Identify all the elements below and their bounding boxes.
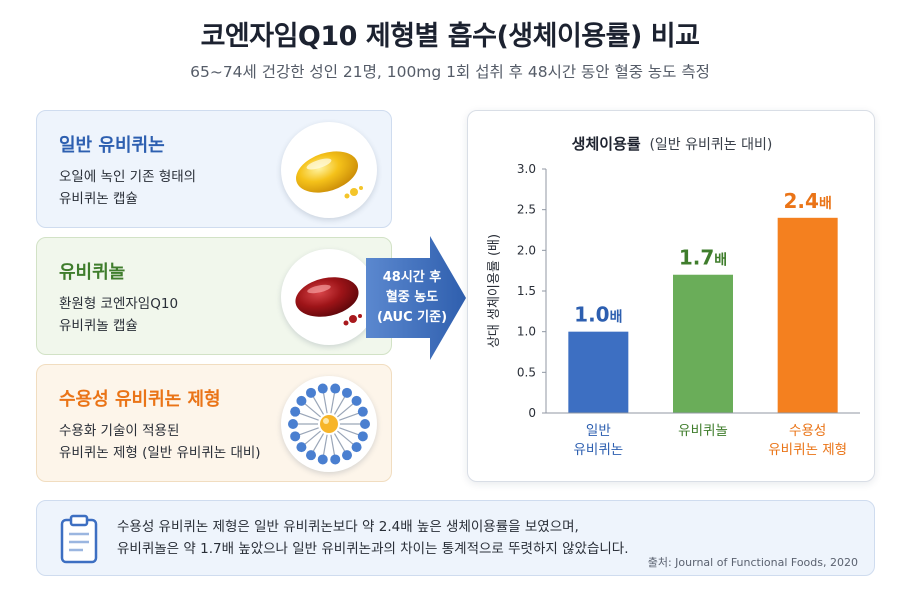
bar [673, 274, 733, 413]
arrow-label-line: 48시간 후 [382, 270, 442, 285]
micelle-icon [281, 376, 377, 472]
chart-panel: 생체이용률 (일반 유비퀴논 대비) 상대 생체이용률 (배) 0 0.5 1.0 1… [467, 110, 875, 482]
chart-title: 생체이용률 (일반 유비퀴논 대비) [572, 135, 773, 153]
bar [568, 331, 629, 413]
source-citation: 출처: Journal of Functional Foods, 2020 [647, 556, 858, 569]
card-description: 오일에 녹인 기존 형태의 유비퀴논 캡슐 [59, 166, 259, 210]
note-line: 수용성 유비퀴논 제형은 일반 유비퀴논보다 약 2.4배 높은 생체이용률을 … [117, 519, 579, 535]
data-label: 1.0배 [574, 303, 622, 327]
card-water-soluble-ubiquinone: 수용성 유비퀴논 제형 수용화 기술이 적용된 유비퀴논 제형 (일반 유비퀴논… [36, 364, 392, 482]
data-label: 1.7배 [679, 246, 727, 270]
chart-title-main: 생체이용률 [572, 135, 641, 153]
card-description: 수용화 기술이 적용된 유비퀴논 제형 (일반 유비퀴논 대비) [59, 420, 261, 464]
card-title: 일반 유비퀴논 [59, 135, 165, 156]
arrow-label-line: 혈중 농도 [385, 290, 439, 305]
card-regular-ubiquinone: 일반 유비퀴논 오일에 녹인 기존 형태의 유비퀴논 캡슐 [36, 110, 392, 228]
yellow-softgel-icon [281, 122, 377, 218]
y-tick-label: 0.5 [517, 365, 536, 379]
card-title: 수용성 유비퀴논 제형 [59, 389, 221, 410]
arrow-label-line: (AUC 기준) [376, 310, 448, 325]
x-tick-label: 일반 [586, 423, 611, 439]
y-tick-label: 1.5 [517, 284, 536, 298]
data-label: 2.4배 [784, 189, 832, 213]
y-tick-label: 2.0 [517, 243, 536, 257]
clipboard-icon [60, 514, 98, 564]
card-description-line: 수용화 기술이 적용된 [59, 423, 180, 439]
note-line: 유비퀴놀은 약 1.7배 높았으나 일반 유비퀴논과의 차이는 통계적으로 뚜렷… [117, 541, 629, 557]
card-ubiquinol: 유비퀴놀 환원형 코엔자임Q10 유비퀴놀 캡슐 [36, 237, 392, 355]
y-tick-label: 1.0 [517, 325, 536, 339]
red-softgel-icon [281, 249, 377, 345]
summary-note: 수용성 유비퀴논 제형은 일반 유비퀴논보다 약 2.4배 높은 생체이용률을 … [36, 500, 875, 576]
chart-title-suffix: (일반 유비퀴논 대비) [649, 137, 772, 153]
arrow-label: 48시간 후 혈중 농도 (AUC 기준) [368, 268, 456, 328]
right-arrow-icon [366, 236, 466, 360]
page-title: 코엔자임Q10 제형별 흡수(생체이용률) 비교 [200, 21, 700, 52]
card-title: 유비퀴놀 [59, 262, 126, 283]
card-description-line: 환원형 코엔자임Q10 [59, 296, 179, 312]
card-description-line: 유비퀴논 캡슐 [59, 191, 138, 207]
y-tick-label: 3.0 [517, 162, 536, 176]
y-tick-label: 0 [528, 406, 536, 420]
bar [777, 217, 838, 413]
page-subtitle: 65~74세 건강한 성인 21명, 100mg 1회 섭취 후 48시간 동안… [190, 63, 710, 81]
card-description-line: 유비퀴논 제형 (일반 유비퀴논 대비) [59, 445, 261, 461]
x-tick-label: 유비퀴놀 [678, 423, 728, 439]
y-tick-label: 2.5 [517, 203, 536, 217]
y-axis-label: 상대 생체이용률 (배) [487, 234, 502, 348]
card-description-line: 유비퀴놀 캡슐 [59, 318, 138, 334]
x-tick-label: 유비퀴논 [573, 442, 623, 458]
bar-chart: 생체이용률 (일반 유비퀴논 대비) 상대 생체이용률 (배) 0 0.5 1.0 1… [487, 135, 860, 458]
card-description-line: 오일에 녹인 기존 형태의 [59, 169, 197, 185]
card-description: 환원형 코엔자임Q10 유비퀴놀 캡슐 [59, 293, 259, 337]
note-text: 수용성 유비퀴논 제형은 일반 유비퀴논보다 약 2.4배 높은 생체이용률을 … [117, 516, 629, 560]
x-tick-label: 수용성 [789, 423, 826, 439]
x-tick-label: 유비퀴논 제형 [768, 442, 847, 458]
